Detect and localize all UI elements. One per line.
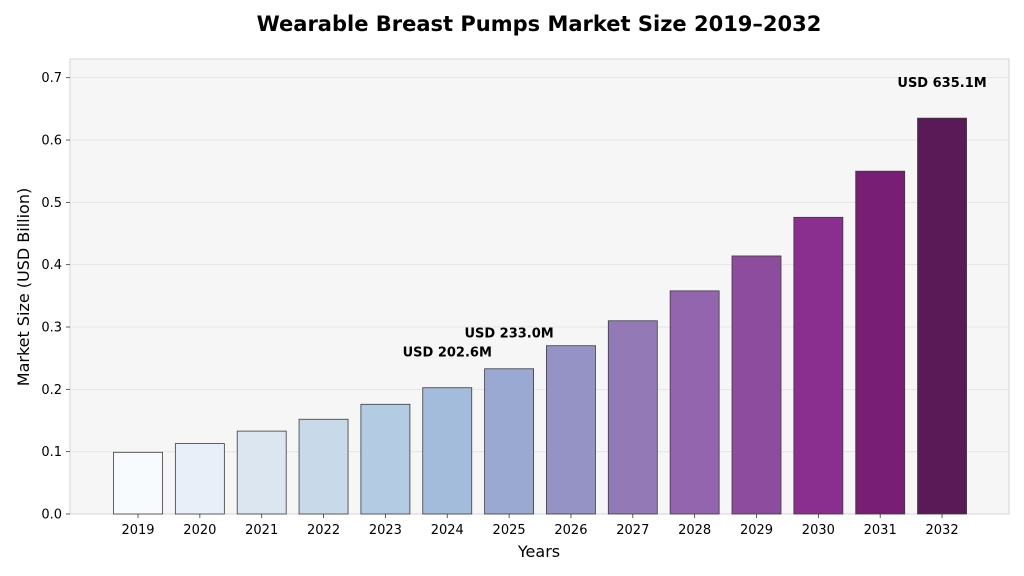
y-tick-label: 0.3: [41, 321, 62, 336]
bar-2032: [917, 117, 967, 515]
bar-2025: [484, 368, 535, 515]
y-tick-label: 0.5: [41, 196, 62, 211]
annotation-2024: USD 202.6M: [403, 346, 492, 361]
annotation-2025: USD 233.0M: [464, 327, 553, 342]
bar-2023: [360, 403, 411, 515]
y-tick-label: 0.1: [41, 445, 62, 460]
gridlines: [70, 77, 1009, 453]
annotations: USD 202.6M USD 233.0M USD 635.1M: [403, 76, 987, 361]
x-axis-label: Years: [517, 542, 560, 561]
bar-2021: [236, 430, 287, 515]
plot-area: [69, 58, 1010, 515]
chart-title: Wearable Breast Pumps Market Size 2019–2…: [257, 12, 822, 36]
bar-2026: [546, 345, 596, 515]
bar-2019: [113, 451, 163, 515]
x-tick-label: 2021: [245, 523, 278, 538]
bar-2031: [855, 170, 906, 515]
x-tick-label: 2031: [864, 523, 897, 538]
y-tick-label: 0.2: [41, 383, 62, 398]
x-tick-label: 2027: [616, 523, 649, 538]
x-axis-ticks: 2019 2020 2021 2022 2023 2024 2025 2026 2027 2028…: [121, 514, 959, 538]
annotation-2032: USD 635.1M: [897, 76, 986, 91]
y-tick-label: 0.6: [41, 134, 62, 149]
y-tick-label: 0.7: [41, 71, 62, 86]
y-tick-label: 0.0: [41, 508, 62, 523]
y-tick-label: 0.4: [41, 258, 62, 273]
x-tick-label: 2026: [554, 523, 587, 538]
x-tick-label: 2024: [431, 523, 464, 538]
y-axis-label: Market Size (USD Billion): [14, 188, 33, 386]
x-tick-label: 2019: [121, 523, 154, 538]
bar-2028: [669, 290, 720, 515]
x-tick-label: 2020: [183, 523, 216, 538]
bar-2020: [174, 443, 225, 515]
x-tick-label: 2028: [678, 523, 711, 538]
x-tick-label: 2025: [493, 523, 526, 538]
bar-2030: [793, 216, 844, 515]
bar-2027: [607, 320, 658, 515]
x-tick-label: 2023: [369, 523, 402, 538]
bar-2024: [422, 387, 473, 515]
x-tick-label: 2022: [307, 523, 340, 538]
bar-2022: [298, 418, 349, 515]
bars: [113, 117, 967, 515]
x-tick-label: 2030: [802, 523, 835, 538]
x-tick-label: 2029: [740, 523, 773, 538]
y-axis-ticks: 0.0 0.1 0.2 0.3 0.4 0.5 0.6 0.7: [41, 71, 70, 523]
x-tick-label: 2032: [926, 523, 959, 538]
bar-2029: [731, 255, 782, 515]
